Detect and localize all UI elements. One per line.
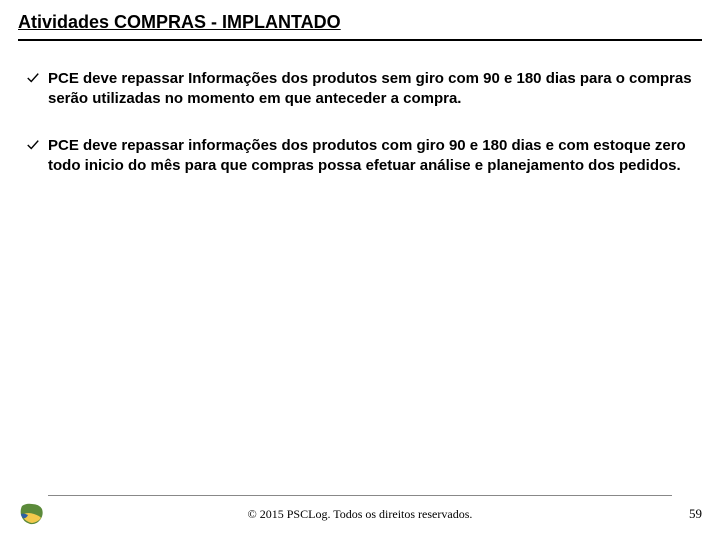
page-number: 59 (674, 506, 702, 522)
bullet-item: PCE deve repassar Informações dos produt… (26, 69, 694, 110)
bullet-item: PCE deve repassar informações dos produt… (26, 136, 694, 177)
bullet-text: PCE deve repassar informações dos produt… (48, 136, 694, 177)
slide: Atividades COMPRAS - IMPLANTADO PCE deve… (0, 0, 720, 540)
bullet-text: PCE deve repassar Informações dos produt… (48, 69, 694, 110)
checkmark-icon (26, 71, 40, 85)
checkmark-icon (26, 138, 40, 152)
footer-row: © 2015 PSCLog. Todos os direitos reserva… (18, 502, 702, 526)
footer-divider (48, 495, 672, 496)
slide-title: Atividades COMPRAS - IMPLANTADO (18, 12, 702, 41)
brazil-map-icon (18, 502, 46, 526)
footer: © 2015 PSCLog. Todos os direitos reserva… (0, 495, 720, 526)
content-area: PCE deve repassar Informações dos produt… (18, 69, 702, 176)
copyright-text: © 2015 PSCLog. Todos os direitos reserva… (46, 507, 674, 522)
